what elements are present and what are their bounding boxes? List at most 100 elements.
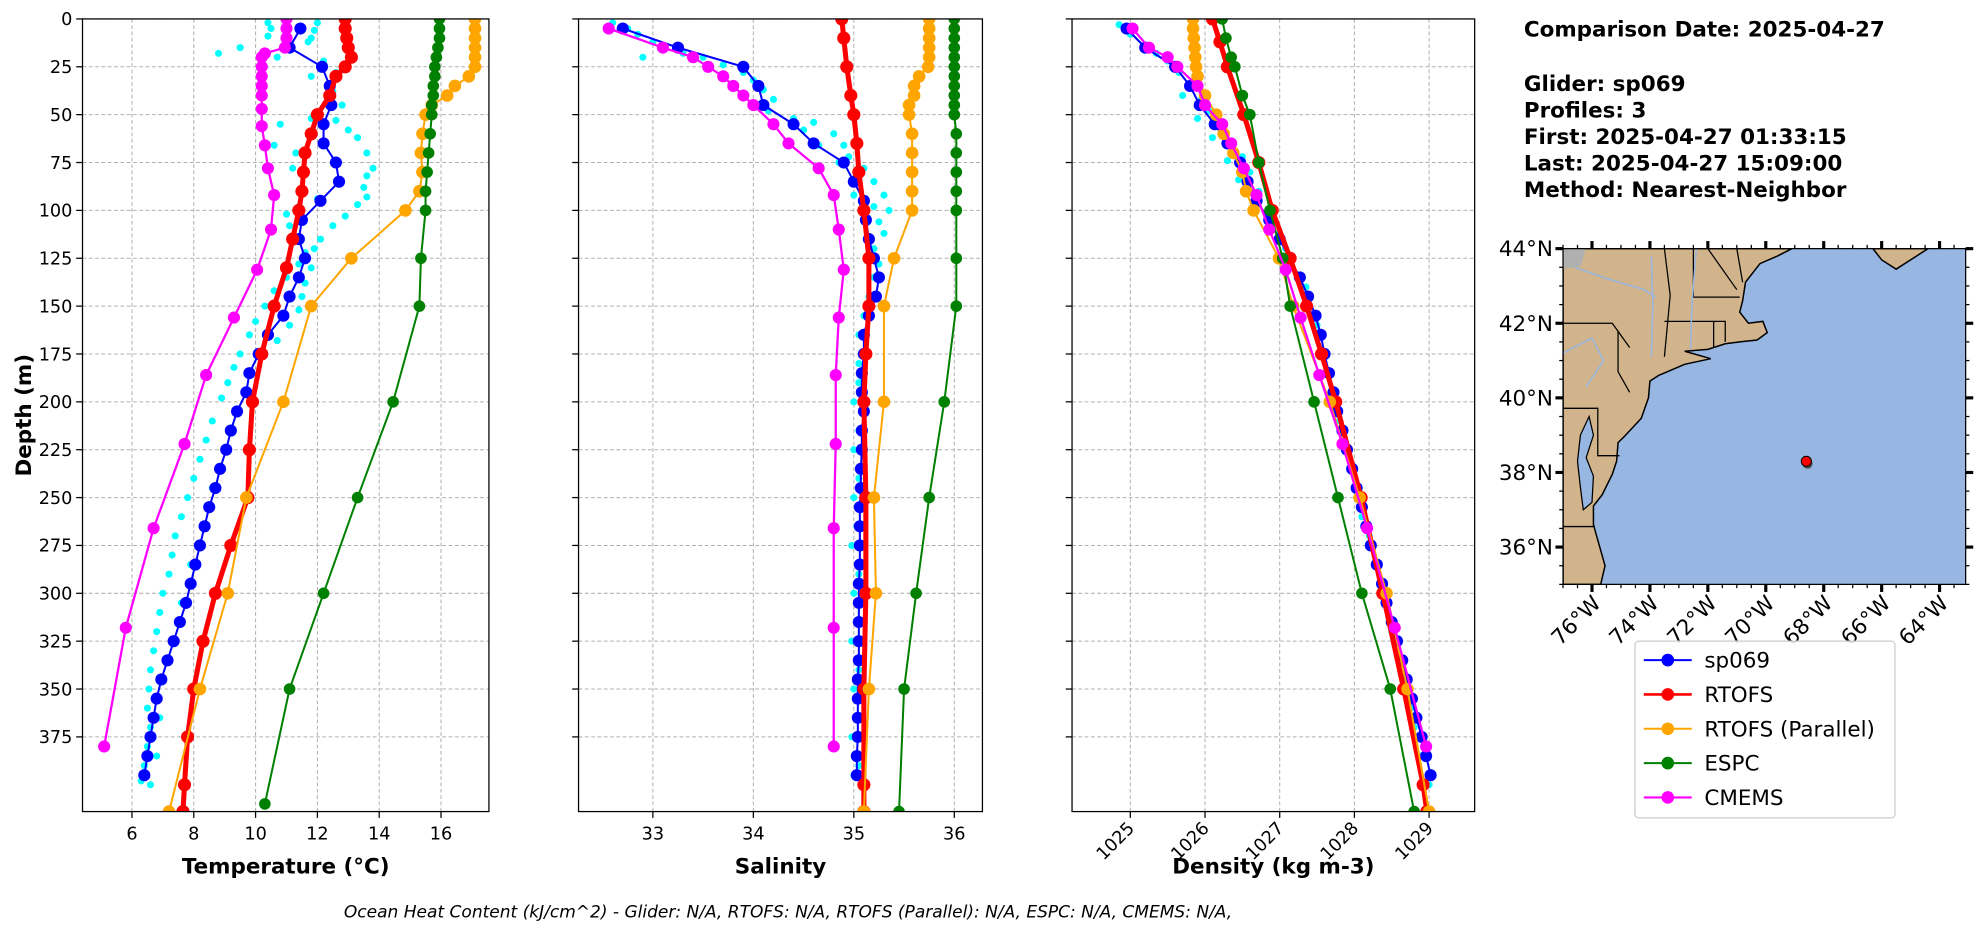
state-border	[1707, 248, 1738, 291]
raw-glider-point	[369, 164, 377, 172]
y-tick-label: 250	[39, 489, 73, 509]
y-tick-label: 50	[50, 106, 72, 126]
raw-glider-point	[153, 628, 161, 636]
raw-glider-point	[363, 149, 371, 157]
series-marker	[852, 615, 865, 629]
series-marker	[948, 22, 961, 35]
raw-glider-point	[224, 379, 232, 387]
raw-glider-point	[298, 293, 306, 301]
y-tick-label: 275	[39, 537, 73, 557]
series-marker	[430, 51, 443, 64]
panel-salinity: 33 34 35 36 Salinity	[572, 18, 984, 879]
raw-glider-point	[143, 704, 151, 712]
raw-glider-point	[855, 360, 863, 368]
raw-glider-point	[313, 19, 321, 27]
info-block: Comparison Date: 2025-04-27 Glider: sp06…	[1524, 18, 1885, 203]
series-marker	[1142, 41, 1156, 54]
series-marker	[905, 146, 919, 160]
raw-glider-point	[171, 532, 179, 540]
series-marker	[189, 558, 202, 571]
series-marker	[948, 60, 961, 73]
latitude-label: 42°N	[1499, 312, 1553, 337]
axes-frame	[1071, 18, 1476, 813]
series-marker	[162, 805, 176, 812]
river	[1689, 248, 1698, 350]
legend: sp069 RTOFS RTOFS (Parallel) ESPC CMEMS	[1634, 640, 1896, 819]
y-tick-label: 0	[61, 10, 72, 30]
series-marker	[948, 51, 961, 64]
raw-glider-point	[880, 191, 888, 199]
series-marker	[227, 311, 241, 324]
raw-glider-point	[177, 513, 185, 521]
series-marker	[747, 99, 760, 112]
series-rtofs	[835, 18, 876, 812]
series-marker	[852, 165, 866, 179]
x-tick-label: 8	[188, 824, 199, 844]
series-marker	[1237, 162, 1250, 175]
x-axis-label: Density (kg m-3)	[1172, 854, 1374, 879]
series-marker	[837, 31, 851, 45]
raw-glider-point	[273, 53, 281, 61]
raw-glider-point	[150, 647, 158, 655]
series-marker	[332, 175, 346, 188]
x-tick-label: 10	[244, 824, 266, 844]
series-marker	[147, 711, 160, 724]
raw-glider-point	[870, 203, 878, 211]
series-marker	[812, 162, 825, 175]
raw-glider-point	[344, 126, 352, 134]
series-marker	[1220, 32, 1232, 44]
series-marker	[912, 70, 926, 83]
series-marker	[835, 18, 849, 26]
series-marker	[737, 60, 750, 73]
series-marker	[155, 673, 168, 686]
series-marker	[468, 22, 482, 35]
series-marker	[1209, 108, 1223, 121]
legend-entry: RTOFS	[1643, 683, 1773, 708]
raw-glider-point	[1179, 91, 1187, 100]
series-espc	[1216, 18, 1420, 812]
series-marker	[323, 88, 337, 103]
series-marker	[433, 22, 446, 35]
first-time: First: 2025-04-27 01:33:15	[1524, 125, 1847, 150]
series-marker	[196, 634, 210, 648]
series-marker	[425, 99, 438, 111]
raw-glider-point	[295, 306, 303, 314]
series-marker	[264, 223, 278, 236]
series-marker	[852, 635, 865, 648]
legend-label: sp069	[1704, 649, 1770, 674]
series-marker	[948, 89, 961, 102]
y-tick-label: 75	[50, 154, 72, 174]
series-marker	[847, 175, 860, 188]
series-marker	[782, 137, 795, 150]
raw-glider-point	[276, 120, 284, 128]
panel-temperature: 0 25 50 75 100 125 150 175 200 225 250 275 300 325 350…	[12, 10, 490, 879]
series-marker	[279, 261, 294, 275]
raw-glider-point	[307, 264, 315, 272]
series-marker	[1191, 79, 1204, 93]
series-marker	[905, 204, 919, 217]
series-marker	[827, 621, 840, 634]
series-marker	[853, 501, 866, 514]
series-marker	[752, 79, 765, 93]
series-marker	[950, 300, 963, 312]
series-cmems	[602, 22, 850, 753]
series-marker	[259, 798, 271, 810]
state-border	[1563, 322, 1631, 348]
state-border	[1617, 330, 1631, 393]
series-marker	[261, 162, 275, 175]
series-marker	[1408, 805, 1420, 812]
series-marker	[255, 70, 268, 83]
series-marker	[421, 166, 433, 178]
series-marker	[167, 635, 180, 648]
series-marker	[255, 60, 268, 73]
series-marker	[258, 139, 271, 152]
legend-marker	[1661, 653, 1675, 667]
series-marker	[829, 368, 842, 382]
glider-location-marker	[1800, 455, 1812, 467]
series-marker	[138, 769, 151, 782]
series-marker	[298, 146, 312, 160]
land-nova-scotia	[1872, 248, 1930, 271]
series-marker	[1188, 41, 1201, 54]
series-marker	[727, 79, 740, 93]
series-marker	[179, 596, 193, 609]
